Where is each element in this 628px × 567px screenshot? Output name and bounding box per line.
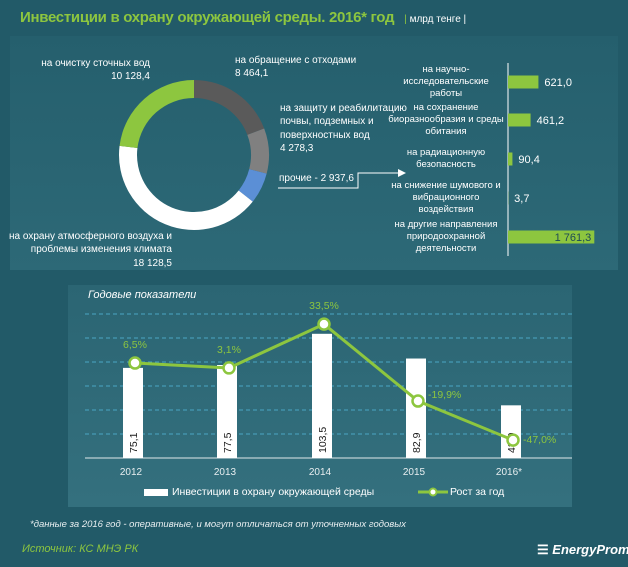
x-tick-label: 2014	[309, 467, 332, 478]
growth-label: -47,0%	[523, 434, 556, 446]
growth-label: -19,9%	[428, 389, 461, 401]
legend-line: Рост за год	[418, 486, 504, 498]
hbar-value: 461,2	[537, 115, 565, 127]
growth-point	[128, 356, 142, 370]
hbar-value: 621,0	[544, 77, 572, 89]
growth-point	[317, 317, 331, 331]
hbar-value: 1 761,3	[555, 232, 592, 244]
growth-label: 3,1%	[217, 344, 241, 356]
hbar	[508, 75, 539, 89]
bar-label: 103,5	[317, 427, 329, 453]
hbar-value: 90,4	[518, 154, 539, 166]
x-tick-label: 2013	[214, 467, 237, 478]
hbar-label-noise: на снижение шумового и вибрационного воз…	[391, 180, 501, 215]
connector-line	[278, 172, 400, 189]
donut-label-other: прочие - 2 937,6	[279, 173, 354, 184]
hbar	[508, 113, 531, 127]
bar	[123, 367, 143, 458]
bar-label: 77,5	[222, 432, 234, 453]
bar	[406, 358, 426, 458]
hbar-label-other: на другие направления природоохранной де…	[394, 219, 498, 254]
growth-label: 33,5%	[309, 300, 339, 312]
donut-label-water: на очистку сточных вод 10 128,4	[41, 58, 150, 83]
hbar-label-research: на научно-исследовательские работы	[403, 64, 489, 99]
growth-point	[411, 394, 425, 408]
logo-stripes-icon: ☰	[537, 542, 549, 557]
growth-point	[506, 433, 520, 447]
unit-label: | млрд тенге |	[404, 14, 467, 25]
hbar-label-biodiversity: на сохранение биоразнообразия и среды об…	[388, 102, 504, 137]
hbar	[508, 230, 595, 244]
bar-label: 82,9	[411, 432, 423, 453]
hbar-value: 3,7	[514, 193, 529, 205]
donut-label-soil: на защиту и реабилитацию почвы, подземны…	[280, 103, 407, 154]
annual-chart-title: Годовые показатели	[88, 289, 197, 301]
bar	[217, 365, 237, 458]
bar-label: 75,1	[128, 432, 140, 453]
donut-slice	[238, 169, 267, 202]
header: Инвестиции в охрану окружающей среды. 20…	[20, 9, 466, 26]
hbar-label-radiation: на радиационную безопасность	[406, 147, 486, 170]
donut-slice	[247, 128, 269, 174]
source: Источник: КС МНЭ РК	[22, 543, 139, 555]
donut-slice	[119, 80, 194, 149]
x-tick-label: 2015	[403, 467, 426, 478]
donut-label-air: на охрану атмосферного воздуха и проблем…	[9, 231, 172, 269]
donut-slice	[194, 80, 265, 135]
bar	[312, 333, 332, 458]
hbar	[508, 152, 513, 166]
growth-label: 6,5%	[123, 339, 147, 351]
legend-bar-swatch	[144, 488, 168, 496]
growth-point	[222, 361, 236, 375]
x-tick-label: 2016*	[496, 467, 522, 478]
donut-label-waste: на обращение с отходами 8 464,1	[235, 55, 357, 80]
x-tick-label: 2012	[120, 467, 143, 478]
page-title: Инвестиции в охрану окружающей среды. 20…	[20, 9, 395, 26]
energyprom-logo: ☰ EnergyProm	[537, 542, 628, 557]
footnote: *данные за 2016 год - оперативные, и мог…	[30, 519, 406, 530]
donut-slice	[119, 145, 253, 231]
legend-line-swatch	[418, 487, 448, 497]
legend-bars: Инвестиции в охрану окружающей среды	[144, 486, 374, 498]
arrow-icon	[398, 169, 406, 177]
